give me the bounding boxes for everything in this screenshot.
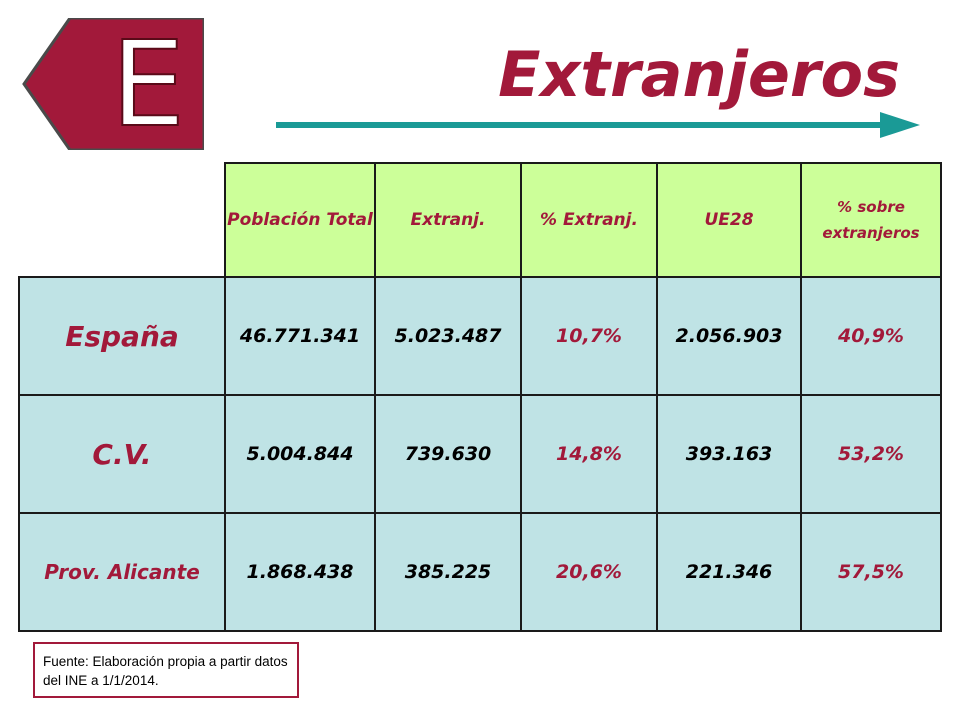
header-pct-extranj: % Extranj.	[520, 162, 658, 278]
cell-pct-extranj: 20,6%	[520, 512, 658, 632]
cell-pct-extranj: 10,7%	[520, 276, 658, 396]
cell-poblacion-total: 1.868.438	[224, 512, 376, 632]
row-label: España	[18, 276, 226, 396]
cell-ue28: 2.056.903	[656, 276, 802, 396]
badge-pentagon-shape	[22, 18, 204, 150]
table-row: C.V. 5.004.844 739.630 14,8% 393.163 53,…	[18, 394, 942, 514]
header-extranj: Extranj.	[374, 162, 522, 278]
cell-pct-extranj: 14,8%	[520, 394, 658, 514]
cell-pct-sobre-extranjeros: 57,5%	[800, 512, 942, 632]
section-badge: E	[22, 18, 204, 150]
page-title: Extranjeros	[498, 38, 900, 111]
table-row: Prov. Alicante 1.868.438 385.225 20,6% 2…	[18, 512, 942, 632]
cell-ue28: 221.346	[656, 512, 802, 632]
cell-extranj: 5.023.487	[374, 276, 522, 396]
row-label: C.V.	[18, 394, 226, 514]
header-ue28: UE28	[656, 162, 802, 278]
cell-poblacion-total: 5.004.844	[224, 394, 376, 514]
cell-ue28: 393.163	[656, 394, 802, 514]
header-pct-sobre-extranjeros: % sobre extranjeros	[800, 162, 942, 278]
table-row: España 46.771.341 5.023.487 10,7% 2.056.…	[18, 276, 942, 396]
foreigners-table: Población Total Extranj. % Extranj. UE28…	[18, 162, 942, 632]
badge-letter: E	[110, 15, 187, 153]
data-table-container: Población Total Extranj. % Extranj. UE28…	[18, 162, 942, 632]
source-note: Fuente: Elaboración propia a partir dato…	[33, 642, 299, 698]
cell-extranj: 739.630	[374, 394, 522, 514]
row-label: Prov. Alicante	[18, 512, 226, 632]
arrow-right-icon	[276, 112, 920, 138]
table-header-corner	[19, 163, 226, 278]
cell-extranj: 385.225	[374, 512, 522, 632]
cell-poblacion-total: 46.771.341	[224, 276, 376, 396]
header-poblacion-total: Población Total	[224, 162, 376, 278]
cell-pct-sobre-extranjeros: 53,2%	[800, 394, 942, 514]
table-header-row: Población Total Extranj. % Extranj. UE28…	[19, 162, 942, 278]
cell-pct-sobre-extranjeros: 40,9%	[800, 276, 942, 396]
